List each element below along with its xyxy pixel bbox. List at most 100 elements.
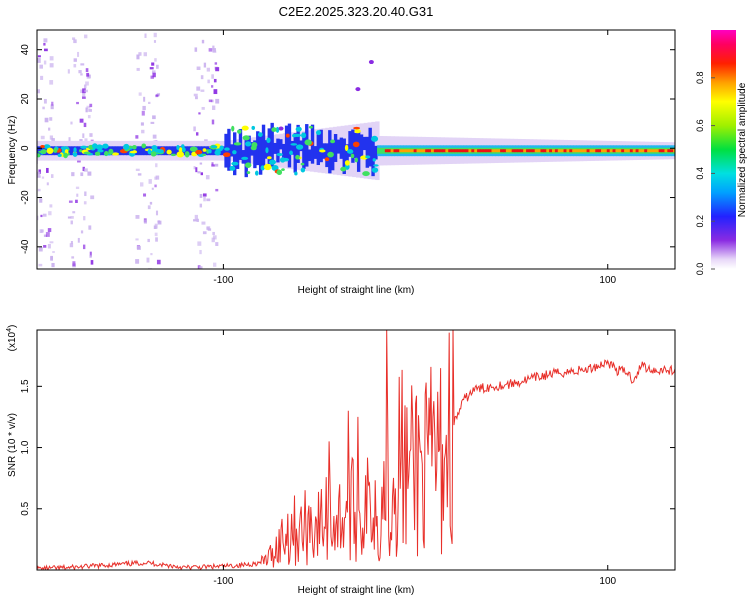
spectrogram-noise-cell xyxy=(206,198,211,202)
spectrogram-speckle xyxy=(57,153,62,158)
spectrogram-band-cell xyxy=(270,122,274,167)
spectrogram-noise-cell xyxy=(84,89,88,93)
spectrogram-speckle xyxy=(362,171,370,177)
spectrogram-peak-cell xyxy=(468,149,472,153)
colorbar-ticks: 0.0 0.2 0.4 0.6 0.8 xyxy=(695,72,715,275)
spectrogram-noise-cell xyxy=(201,39,205,44)
spectrogram-noise-cell xyxy=(88,225,92,230)
spectrogram-noise-cell xyxy=(199,266,203,269)
spectrogram-peak-cell xyxy=(586,149,590,153)
spectrogram-peak-cell xyxy=(471,149,475,153)
spectrogram-speckle xyxy=(371,167,379,173)
spectrogram-panel: -100 100 -40 -20 0 20 40 Height of straight li… xyxy=(7,29,676,296)
spectrogram-noise-cell xyxy=(51,262,55,268)
spectrogram-noise-cell xyxy=(40,214,43,218)
spectrogram-speckle xyxy=(267,156,272,160)
spectrogram-noise-cell xyxy=(31,206,35,211)
spectrogram-noise-cell xyxy=(138,52,142,56)
spectrogram-noise-cell xyxy=(46,182,49,186)
spectrogram-noise-cell xyxy=(70,220,73,225)
spectrogram-band-cell xyxy=(339,137,344,159)
spectrogram-noise-cell xyxy=(152,72,156,78)
spectrogram-peak-cell xyxy=(428,149,432,153)
spectrogram-peak-cell xyxy=(537,149,541,153)
spectrogram-noise-cell xyxy=(211,85,214,88)
spectrogram-peak-cell xyxy=(626,149,631,153)
svg-text:(x104): (x104) xyxy=(6,325,18,352)
spectrogram-noise-cell xyxy=(151,70,156,74)
spectrogram-peak-cell xyxy=(405,149,409,153)
spectrogram-noise-cell xyxy=(136,54,140,60)
spectrogram-speckle xyxy=(300,162,305,166)
spectrogram-band-cell xyxy=(60,146,64,156)
spectrogram-noise-cell xyxy=(34,96,36,100)
spectrogram-peak-cell xyxy=(624,149,628,153)
spectrogram-speckle xyxy=(94,151,101,156)
spectrogram-speckle xyxy=(265,147,269,154)
spectrogram-noise-cell xyxy=(212,50,217,53)
spectrogram-peak-cell xyxy=(526,149,530,153)
spectrogram-speckle xyxy=(151,145,158,151)
spectrogram-band-cell xyxy=(253,140,257,169)
spectrogram-band-cell xyxy=(163,146,168,156)
spectrogram-noise-cell xyxy=(143,96,146,102)
spectrogram-noise-cell xyxy=(153,40,157,43)
spectrogram-noise-cell xyxy=(31,172,33,177)
spectrogram-noise-cell xyxy=(201,221,206,225)
colorbar-tick-label-1: 0.2 xyxy=(695,215,705,228)
spectrogram-noise-cell xyxy=(154,232,158,237)
spectrogram-speckle xyxy=(176,145,180,150)
spectrogram-noise-cell xyxy=(49,117,53,121)
spectrogram-noise-cell xyxy=(68,137,71,143)
spectrogram-speckle xyxy=(344,144,349,152)
spectrogram-noise-cell xyxy=(196,218,199,222)
spectrogram-noise-cell xyxy=(136,67,140,71)
spectrogram-noise-cell xyxy=(143,52,148,57)
spectrogram-noise-cell xyxy=(42,106,45,110)
spectrogram-noise-cell xyxy=(195,167,198,173)
spectrogram-speckle xyxy=(229,165,236,171)
spectrogram-peak-cell xyxy=(494,149,498,153)
spectrogram-noise-cell xyxy=(156,92,161,96)
spectrogram-band-cell xyxy=(333,134,338,162)
spectrogram-speckle xyxy=(290,143,298,146)
spectrogram-band-cell xyxy=(305,124,309,167)
spectrogram-peak-cell xyxy=(632,149,637,153)
spectrogram-peak-cell xyxy=(465,149,469,153)
colorbar-gradient xyxy=(711,30,736,269)
spectrogram-band-cell xyxy=(365,136,369,168)
spectrogram-band-cell xyxy=(307,149,312,162)
spectrogram-noise-cell xyxy=(202,231,207,235)
spectrogram-noise-cell xyxy=(140,122,144,126)
spectrogram-noise-cell xyxy=(68,200,73,203)
spectrogram-noise-cell xyxy=(77,159,81,163)
spectrogram-noise-cell xyxy=(135,135,139,139)
spectrogram-noise-cell xyxy=(51,101,54,106)
snr-xtick-label-0: -100 xyxy=(213,576,233,587)
spectrogram-band-cell xyxy=(276,138,280,163)
spectrogram-speckle xyxy=(170,153,176,157)
spectrogram-noise-cell xyxy=(193,126,196,132)
spectrogram-noise-cell xyxy=(199,162,203,165)
spectrogram-peak-cell xyxy=(658,149,663,153)
spectrogram-peak-cell xyxy=(635,149,639,153)
spectrogram-peak-cell xyxy=(448,149,452,153)
spectrogram-band-cell xyxy=(88,146,93,156)
spectrogram-noise-cell xyxy=(33,48,35,51)
spectrogram-speckle xyxy=(251,142,258,148)
spectrogram-outlier xyxy=(368,60,374,65)
spectrogram-peak-cell xyxy=(546,149,550,153)
snr-ylabel: SNR (10 * v/v) xyxy=(7,413,18,477)
spectrogram-band-cell xyxy=(235,143,240,169)
spectrogram-peak-cell xyxy=(387,149,392,153)
spectrogram-frame xyxy=(36,29,676,270)
colorbar-tick-label-4: 0.8 xyxy=(695,72,705,85)
spectrogram-speckle xyxy=(295,154,300,160)
spectrogram-noise-cell xyxy=(44,48,48,52)
spectrogram-band-cell xyxy=(351,129,355,163)
spectrogram-noise-cell xyxy=(210,99,214,103)
spectrogram-speckle xyxy=(104,151,109,156)
spectrogram-noise-cell xyxy=(34,212,36,217)
spectrogram-noise-cell xyxy=(154,184,157,188)
spectrogram-noise-cell xyxy=(90,260,94,265)
